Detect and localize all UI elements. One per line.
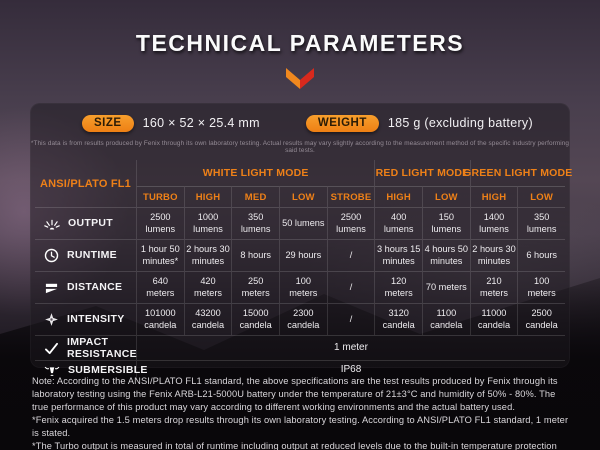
row-label-impact-resistance: IMPACT RESISTANCE xyxy=(35,335,137,360)
group-red-light-mode: RED LIGHT MODE xyxy=(374,160,469,186)
table-cell: 210 meters xyxy=(469,271,518,303)
table-cell: 150 lumens xyxy=(422,207,470,239)
mode-header-med: MED xyxy=(231,186,279,207)
footnotes: Note: According to the ANSI/PLATO FL1 st… xyxy=(32,375,569,450)
table-cell: 8 hours xyxy=(231,239,279,271)
impact-resistance-value: 1 meter xyxy=(136,335,565,360)
standard-label: ANSI/PLATO FL1 xyxy=(39,177,131,190)
footnote-drop-test: *Fenix acquired the 1.5 meters drop resu… xyxy=(32,415,569,439)
table-cell: 2500 candela xyxy=(517,303,565,335)
group-green-light-mode: GREEN LIGHT MODE xyxy=(463,160,572,186)
row-label-output: OUTPUT xyxy=(35,207,136,239)
submersible-icon xyxy=(44,366,60,376)
mode-header-red-high: HIGH xyxy=(374,186,422,207)
mode-header-turbo: TURBO xyxy=(136,186,184,207)
weight-value: 185 g (excluding battery) xyxy=(387,116,533,130)
table-cell: 250 meters xyxy=(231,271,279,303)
row-label-intensity: INTENSITY xyxy=(35,303,136,335)
group-white-light-mode: WHITE LIGHT MODE xyxy=(136,160,374,186)
table-cell: 70 meters xyxy=(422,271,470,303)
chevron-down-icon xyxy=(286,68,314,89)
table-cell: 100 meters xyxy=(279,271,327,303)
table-cell: 4 hours 50 minutes xyxy=(422,239,470,271)
mode-header-green-high: HIGH xyxy=(469,186,518,207)
spec-panel: SIZE 160 × 52 × 25.4 mm WEIGHT 185 g (ex… xyxy=(30,103,572,380)
measurement-disclaimer: *This data is from results produced by F… xyxy=(30,140,570,154)
table-cell: 1400 lumens xyxy=(469,207,518,239)
table-cell: 350 lumens xyxy=(517,207,565,239)
table-cell: / xyxy=(326,303,375,335)
table-cell: 50 lumens xyxy=(279,207,327,239)
table-cell: 11000 candela xyxy=(469,303,518,335)
spec-table: ANSI/PLATO FL1 WHITE LIGHT MODE RED LIGH… xyxy=(35,160,572,380)
clock-icon xyxy=(44,248,59,263)
intensity-icon xyxy=(45,313,58,326)
table-cell: 100 meters xyxy=(517,271,565,303)
size-value: 160 × 52 × 25.4 mm xyxy=(142,116,260,130)
table-cell: 2 hours 30 minutes xyxy=(183,239,232,271)
table-cell: / xyxy=(326,239,375,271)
table-cell: 400 lumens xyxy=(374,207,422,239)
table-cell: 101000 candela xyxy=(136,303,184,335)
table-cell: 1100 candela xyxy=(422,303,470,335)
dimensions-row: SIZE 160 × 52 × 25.4 mm WEIGHT 185 g (ex… xyxy=(30,111,570,135)
beam-icon xyxy=(45,283,58,293)
table-cell: 3120 candela xyxy=(374,303,422,335)
brightness-icon xyxy=(44,219,60,230)
table-cell: 1000 lumens xyxy=(183,207,232,239)
row-label-runtime: RUNTIME xyxy=(35,239,136,271)
footnote-standard: Note: According to the ANSI/PLATO FL1 st… xyxy=(32,376,558,413)
table-cell: 2300 candela xyxy=(279,303,327,335)
table-cell: 3 hours 15 minutes xyxy=(374,239,422,271)
table-cell: 1 hour 50 minutes* xyxy=(136,239,184,271)
row-label-distance: DISTANCE xyxy=(35,271,136,303)
table-cell: 2500 lumens xyxy=(326,207,375,239)
table-cell: 420 meters xyxy=(183,271,232,303)
footnote-turbo-output: *The Turbo output is measured in total o… xyxy=(32,441,557,450)
row-label-submersible: SUBMERSIBLE xyxy=(35,360,147,380)
mode-header-green-low: LOW xyxy=(517,186,565,207)
submersible-value: IP68 xyxy=(136,360,565,380)
page-title: TECHNICAL PARAMETERS xyxy=(135,30,465,56)
table-cell: 2 hours 30 minutes xyxy=(469,239,518,271)
table-cell: 15000 candela xyxy=(231,303,279,335)
page-header: TECHNICAL PARAMETERS xyxy=(0,30,600,91)
table-cell: 350 lumens xyxy=(231,207,279,239)
mode-header-red-low: LOW xyxy=(422,186,470,207)
table-cell: 640 meters xyxy=(136,271,184,303)
mode-header-strobe: STROBE xyxy=(326,186,375,207)
mode-header-low: LOW xyxy=(279,186,327,207)
table-cell: 29 hours xyxy=(279,239,327,271)
weight-badge: WEIGHT xyxy=(305,114,379,132)
table-cell: / xyxy=(326,271,375,303)
table-cell: 2500 lumens xyxy=(136,207,184,239)
table-cell: 43200 candela xyxy=(183,303,232,335)
size-badge: SIZE xyxy=(82,114,134,132)
table-cell: 6 hours xyxy=(517,239,565,271)
check-icon xyxy=(44,342,58,354)
table-cell: 120 meters xyxy=(374,271,422,303)
mode-header-high: HIGH xyxy=(183,186,232,207)
